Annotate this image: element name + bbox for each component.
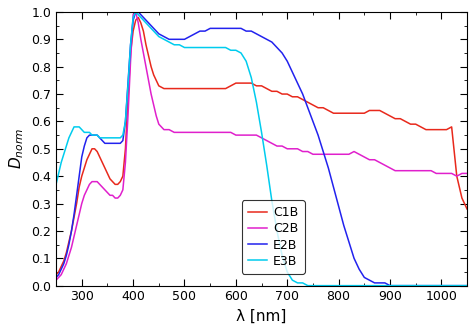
E2B bbox=[192, 32, 198, 36]
C2B bbox=[315, 152, 321, 156]
E3B bbox=[118, 136, 123, 140]
E2B bbox=[53, 275, 59, 279]
C1B bbox=[341, 111, 346, 115]
E3B bbox=[320, 284, 326, 288]
Line: E3B: E3B bbox=[56, 12, 467, 286]
X-axis label: λ [nm]: λ [nm] bbox=[237, 309, 287, 324]
C1B bbox=[136, 16, 141, 20]
E2B bbox=[387, 284, 393, 288]
E2B bbox=[341, 223, 346, 227]
C1B bbox=[71, 215, 77, 219]
E2B bbox=[71, 213, 77, 216]
E2B bbox=[464, 284, 470, 288]
E2B bbox=[118, 141, 123, 145]
E2B bbox=[133, 10, 138, 14]
Line: C2B: C2B bbox=[56, 12, 467, 280]
E3B bbox=[192, 46, 198, 50]
Y-axis label: $D_{norm}$: $D_{norm}$ bbox=[7, 128, 26, 169]
C2B bbox=[264, 139, 270, 143]
C1B bbox=[315, 106, 321, 110]
C1B bbox=[264, 87, 270, 91]
C2B bbox=[118, 193, 123, 197]
C1B bbox=[192, 87, 198, 91]
E3B bbox=[71, 125, 77, 129]
E2B bbox=[264, 37, 270, 41]
E3B bbox=[305, 284, 310, 288]
C1B bbox=[118, 180, 123, 184]
E3B bbox=[464, 284, 470, 288]
C1B bbox=[53, 273, 59, 277]
C2B bbox=[71, 234, 77, 238]
C2B bbox=[53, 278, 59, 282]
C2B bbox=[133, 10, 138, 14]
C2B bbox=[192, 130, 198, 134]
C2B bbox=[341, 152, 346, 156]
C1B bbox=[464, 207, 470, 211]
E3B bbox=[346, 284, 352, 288]
E3B bbox=[133, 10, 138, 14]
E3B bbox=[264, 163, 270, 167]
E2B bbox=[315, 133, 321, 137]
Line: C1B: C1B bbox=[56, 18, 467, 275]
Line: E2B: E2B bbox=[56, 12, 467, 286]
E3B bbox=[53, 182, 59, 186]
C2B bbox=[464, 171, 470, 175]
Legend: C1B, C2B, E2B, E3B: C1B, C2B, E2B, E3B bbox=[242, 200, 305, 274]
